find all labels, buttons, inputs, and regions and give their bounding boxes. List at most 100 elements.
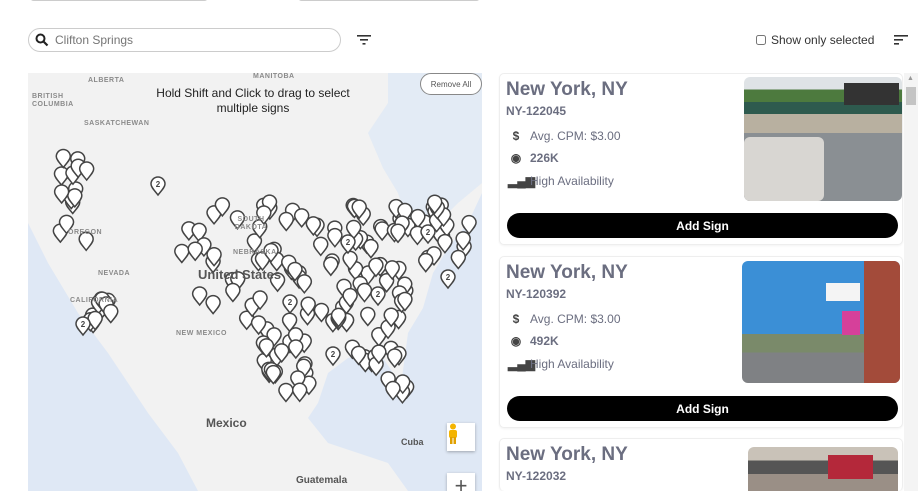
top-tab-left[interactable] <box>30 0 208 1</box>
map-pin[interactable] <box>246 233 263 254</box>
map-pin[interactable] <box>350 345 367 366</box>
map-pin[interactable] <box>386 348 403 369</box>
map-hint: Hold Shift and Click to drag to select m… <box>156 86 350 115</box>
map-pin[interactable] <box>420 224 436 245</box>
map-pin[interactable] <box>296 274 313 295</box>
map-pin[interactable] <box>53 166 70 187</box>
map-pin[interactable] <box>67 188 83 209</box>
map-pin[interactable] <box>150 176 166 197</box>
map-pin[interactable] <box>390 223 406 244</box>
map-pin[interactable] <box>370 286 386 307</box>
map-pin[interactable] <box>360 306 376 327</box>
map-pin[interactable] <box>450 249 467 270</box>
map-pin[interactable] <box>278 211 294 232</box>
map-pin[interactable] <box>300 296 316 317</box>
eye-icon: ◉ <box>510 151 522 165</box>
map-pin[interactable] <box>78 161 95 182</box>
filter-icon[interactable] <box>357 34 371 46</box>
cluster-count: 2 <box>156 180 161 189</box>
remove-all-button[interactable]: Remove All <box>420 73 482 95</box>
map-pin[interactable] <box>385 380 401 401</box>
map-pin[interactable] <box>461 214 477 235</box>
map-pin[interactable] <box>258 338 275 359</box>
map-pin[interactable] <box>250 315 267 336</box>
map-canvas: 2 2 2 2 2 2 2 2 <box>28 73 482 491</box>
map-pin[interactable] <box>363 238 379 259</box>
map-pin[interactable] <box>174 243 190 264</box>
map-label: ALBERTA <box>88 77 125 84</box>
map-pin[interactable] <box>55 148 72 169</box>
map-pin[interactable] <box>342 287 358 308</box>
map-pin[interactable] <box>383 307 399 328</box>
map-pin[interactable] <box>263 242 279 263</box>
map-pin[interactable] <box>305 216 322 237</box>
map-pin[interactable] <box>265 364 282 385</box>
map-pin[interactable] <box>437 233 453 254</box>
map-pin[interactable] <box>273 343 290 364</box>
map-pin[interactable] <box>287 261 303 282</box>
add-sign-button[interactable]: Add Sign <box>507 213 898 238</box>
map-pin[interactable] <box>58 214 75 235</box>
map-pin[interactable] <box>325 346 341 367</box>
map-pin[interactable] <box>356 282 373 303</box>
show-only-selected[interactable]: Show only selected <box>756 33 874 47</box>
map-pin[interactable] <box>330 307 347 328</box>
map-pin[interactable] <box>252 290 268 311</box>
add-sign-button[interactable]: Add Sign <box>507 396 898 421</box>
map-pin[interactable] <box>313 302 330 323</box>
map-pin[interactable] <box>345 219 362 240</box>
map-pin[interactable] <box>103 303 119 324</box>
map-pin[interactable] <box>293 208 310 229</box>
map-pin[interactable] <box>340 234 356 255</box>
map-pin[interactable] <box>191 286 208 307</box>
map-pin[interactable] <box>291 382 308 403</box>
map-pin[interactable] <box>384 260 400 281</box>
sign-code: NY-122032 <box>506 469 567 483</box>
map-pin[interactable] <box>229 210 246 231</box>
map-pin[interactable] <box>374 221 390 242</box>
map-pin[interactable] <box>269 272 286 293</box>
search-box[interactable] <box>28 28 341 52</box>
map-pin[interactable] <box>371 326 387 347</box>
map-pin[interactable] <box>282 294 298 315</box>
map-pin[interactable] <box>426 194 443 215</box>
map-pin[interactable] <box>225 282 241 303</box>
map-pin[interactable] <box>397 291 413 312</box>
sign-card[interactable]: New York, NY NY-122032 <box>499 438 903 491</box>
sort-icon[interactable] <box>894 34 908 46</box>
map-pin[interactable] <box>323 256 339 277</box>
map-pin[interactable] <box>278 382 294 403</box>
map-pin[interactable] <box>410 208 426 229</box>
scroll-up-icon[interactable]: ▲ <box>907 75 914 82</box>
map-pin[interactable] <box>378 272 395 293</box>
map-pin[interactable] <box>417 252 434 273</box>
map-pin[interactable] <box>312 236 329 257</box>
sign-card[interactable]: New York, NY NY-120392 $ Avg. CPM: $3.00 … <box>499 256 903 428</box>
map-pin[interactable] <box>455 231 471 252</box>
map-pin[interactable] <box>205 294 221 315</box>
sign-card[interactable]: New York, NY NY-122045 $ Avg. CPM: $3.00 … <box>499 73 903 245</box>
street-view-button[interactable] <box>447 423 475 451</box>
show-only-selected-checkbox[interactable] <box>756 35 766 45</box>
map[interactable]: 2 2 2 2 2 2 2 2 ALBERTA MANITOBA BRITISH COLUMB… <box>28 73 482 491</box>
map-pin[interactable] <box>191 222 207 243</box>
map-pin[interactable] <box>206 246 222 267</box>
map-pin[interactable] <box>256 205 272 226</box>
map-pin[interactable] <box>75 316 91 337</box>
search-input[interactable] <box>55 33 315 47</box>
list-scrollbar[interactable]: ▲ <box>904 73 918 491</box>
map-pin[interactable] <box>371 344 387 365</box>
map-pin[interactable] <box>351 199 367 220</box>
map-pin[interactable] <box>78 231 94 252</box>
top-tab-right[interactable] <box>298 0 480 1</box>
map-pin[interactable] <box>214 197 231 218</box>
map-pin[interactable] <box>368 257 384 278</box>
map-pin[interactable] <box>53 184 70 205</box>
zoom-in-button[interactable]: + <box>447 473 475 491</box>
scrollbar-thumb[interactable] <box>906 87 916 105</box>
map-pin[interactable] <box>440 269 456 290</box>
map-pin[interactable] <box>288 339 304 360</box>
map-pin[interactable] <box>187 241 203 262</box>
map-label: SASKATCHEWAN <box>84 120 150 127</box>
map-pin[interactable] <box>327 227 343 248</box>
